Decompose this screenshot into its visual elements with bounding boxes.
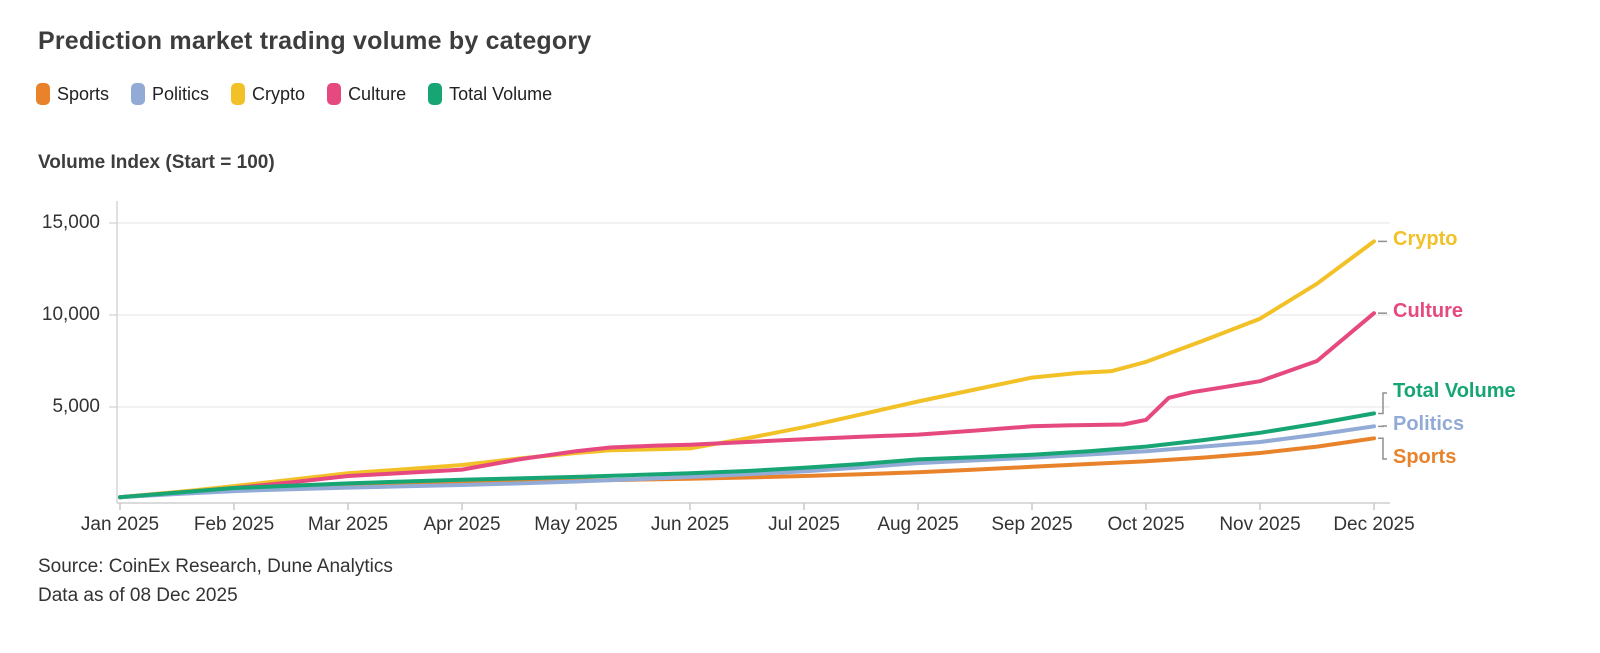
legend-swatch-sports-icon [36, 83, 50, 105]
legend-label: Total Volume [449, 83, 553, 104]
series-line-politics [118, 424, 1376, 500]
legend-item-crypto: Crypto [231, 83, 305, 105]
series-line-culture [118, 311, 1376, 500]
source-text: Source: CoinEx Research, Dune Analytics [38, 556, 393, 577]
legend-label: Sports [57, 83, 110, 104]
end-label-leader-sports [1378, 437, 1387, 460]
end-label-sports: Sports [1393, 446, 1457, 468]
legend-item-politics: Politics [131, 83, 209, 105]
legend: Sports Politics Crypto Culture Total Volume [36, 83, 552, 105]
y-axis-title: Volume Index (Start = 100) [38, 152, 275, 173]
x-tick-label: Mar 2025 [307, 514, 389, 535]
chart-title: Prediction market trading volume by cate… [38, 27, 592, 55]
y-tick-label: 15,000 [41, 212, 100, 233]
end-label-crypto: Crypto [1393, 228, 1458, 251]
end-label-politics: Politics [1393, 413, 1465, 435]
series-line-total-volume [118, 411, 1376, 500]
x-tick-label: May 2025 [534, 514, 618, 535]
legend-label: Culture [348, 83, 407, 104]
legend-label: Politics [152, 83, 210, 104]
data-as-of-text: Data as of 08 Dec 2025 [38, 585, 238, 606]
legend-item-total-volume: Total Volume [428, 83, 552, 105]
x-tick-label: Oct 2025 [1107, 514, 1185, 535]
end-label-total-volume: Total Volume [1393, 380, 1516, 402]
legend-swatch-crypto-icon [231, 83, 246, 105]
x-tick-label: Sep 2025 [991, 514, 1073, 535]
x-tick-label: Jul 2025 [768, 514, 840, 535]
legend-swatch-total-volume-icon [428, 83, 443, 105]
y-tick-label: 5,000 [52, 396, 100, 417]
end-label-leader-total-volume [1378, 392, 1387, 415]
x-tick-label: Aug 2025 [877, 514, 959, 535]
x-tick-label: Feb 2025 [193, 514, 275, 535]
x-tick-label: Jan 2025 [80, 514, 160, 535]
legend-item-sports: Sports [36, 83, 109, 105]
legend-label: Crypto [252, 83, 306, 104]
y-tick-label: 10,000 [41, 304, 100, 325]
x-tick-label: Apr 2025 [423, 514, 501, 535]
end-label-culture: Culture [1393, 300, 1463, 323]
legend-swatch-culture-icon [327, 83, 342, 105]
x-tick-label: Jun 2025 [650, 514, 730, 535]
x-tick-label: Nov 2025 [1219, 514, 1301, 535]
x-tick-label: Dec 2025 [1333, 514, 1415, 535]
legend-item-culture: Culture [327, 83, 406, 105]
legend-swatch-politics-icon [131, 83, 146, 105]
